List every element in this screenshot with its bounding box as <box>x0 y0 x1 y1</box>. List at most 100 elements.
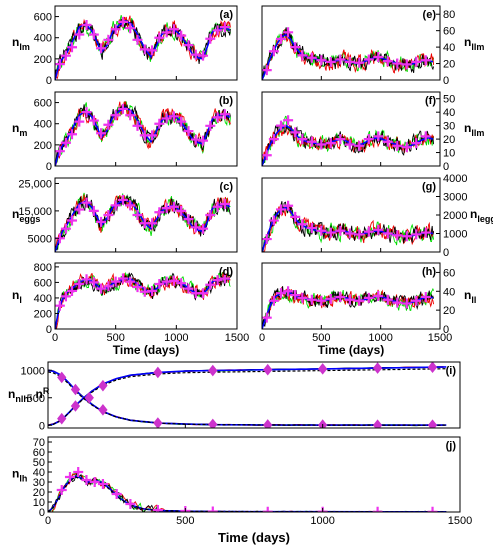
marker-ib-6 <box>263 363 273 376</box>
marker-h-2 <box>275 288 286 299</box>
xtick-label-d-1: 500 <box>106 332 124 344</box>
series-red-c <box>55 194 231 250</box>
marker-e-12 <box>363 54 374 65</box>
marker-e-16 <box>401 59 412 70</box>
marker-f-2 <box>275 120 286 131</box>
panel-g: 0 1000 2000 3000 4000 nleggs (g) <box>261 173 493 259</box>
ytick-label-a-0: 0 <box>46 75 52 87</box>
series-blue-i-0 <box>48 369 447 426</box>
marker-h-10 <box>344 294 355 305</box>
marker-h-9 <box>335 291 346 302</box>
marker-d-16 <box>168 275 179 286</box>
ytick-label-d-3: 600 <box>34 277 52 289</box>
marker-h-5 <box>297 292 308 303</box>
marker-f-16 <box>401 142 412 153</box>
plot-area-d <box>55 271 231 329</box>
series-dashed-i-1 <box>48 368 447 426</box>
xtick-label-d-3: 1500 <box>225 332 249 344</box>
marker-h-15 <box>392 297 403 308</box>
marker-e-3 <box>283 27 294 38</box>
marker-d-4 <box>81 274 92 285</box>
marker-h-4 <box>290 290 301 301</box>
plot-area-a <box>55 14 231 80</box>
marker-j-4 <box>89 477 100 487</box>
marker-d-7 <box>103 281 114 292</box>
marker-b-14 <box>154 118 165 129</box>
panel-label-f: (f) <box>425 95 436 107</box>
marker-a-3 <box>74 29 85 40</box>
marker-h-11 <box>354 295 365 306</box>
series-black-i-1 <box>48 366 444 427</box>
ytick-label-a-3: 600 <box>34 12 52 24</box>
panel-label-j: (j) <box>446 440 457 452</box>
marker-c-7 <box>103 210 114 220</box>
ytick-label-d-0: 0 <box>46 324 52 336</box>
xtick-label-h-0: 0 <box>259 332 265 344</box>
ytick-label-f-0: 0 <box>443 161 449 173</box>
marker-d-18 <box>183 283 194 294</box>
marker-a-14 <box>154 32 165 43</box>
ytick-label-g-4: 4000 <box>443 173 467 185</box>
xtick-label-j-3: 1500 <box>448 515 472 527</box>
marker-e-17 <box>411 56 422 67</box>
ytick-label-e-1: 20 <box>443 59 455 71</box>
marker-i-4 <box>153 417 163 428</box>
panel-label-e: (e) <box>423 9 437 21</box>
panel-h: 0 20 40 60 0 500 1000 1500 Time (days) nll (h) <box>259 262 476 357</box>
marker-e-8 <box>325 56 336 67</box>
marker-b-3 <box>74 116 85 127</box>
ylabel-a: nlm <box>12 35 30 52</box>
axes-frame-h <box>261 262 441 330</box>
marker-e-15 <box>392 58 403 69</box>
marker-c-13 <box>147 218 158 229</box>
marker-b-21 <box>205 120 216 131</box>
ytick-label-i-2: 1000 <box>21 365 45 377</box>
ytick-label-j-2: 20 <box>33 487 45 499</box>
ylabel-c: neggs <box>12 207 40 224</box>
panel-a: 0 200 400 600 nlm (a) <box>12 5 238 87</box>
ytick-label-h-3: 60 <box>443 267 455 279</box>
marker-f-13 <box>373 131 384 142</box>
panel-label-h: (h) <box>422 266 436 278</box>
ytick-label-j-1: 10 <box>33 497 45 509</box>
marker-h-18 <box>420 291 431 302</box>
ylabel-j: nlh <box>12 467 27 484</box>
series-red-i-1 <box>48 366 444 426</box>
marker-a-20 <box>198 50 209 61</box>
marker-b-23 <box>219 109 230 120</box>
ytick-label-j-7: 70 <box>33 437 45 449</box>
marker-ib-5 <box>208 364 218 377</box>
marker-e-10 <box>344 56 355 67</box>
marker-b-4 <box>81 107 92 118</box>
series-green-j <box>48 472 446 512</box>
xlabel-j: Time (days) <box>218 530 290 545</box>
marker-g-1 <box>268 215 279 226</box>
marker-c-21 <box>205 210 216 220</box>
xtick-label-d-2: 1000 <box>164 332 188 344</box>
marker-f-8 <box>325 138 336 149</box>
marker-d-10 <box>125 276 136 287</box>
marker-a-22 <box>212 25 223 36</box>
marker-h-14 <box>382 294 393 305</box>
marker-f-18 <box>420 131 431 142</box>
marker-d-2 <box>66 285 77 296</box>
marker-d-3 <box>74 278 85 289</box>
ytick-label-g-0: 0 <box>443 247 449 259</box>
marker-b-18 <box>183 126 194 137</box>
marker-f-6 <box>306 136 317 147</box>
ytick-label-f-3: 30 <box>443 121 455 133</box>
marker-g-11 <box>354 229 365 240</box>
marker-f-9 <box>335 134 346 145</box>
marker-c-2 <box>66 215 77 226</box>
marker-b-1 <box>60 137 71 148</box>
marker-ib-4 <box>153 366 163 379</box>
marker-b-0 <box>55 146 65 157</box>
marker-ib-1 <box>70 400 81 412</box>
marker-f-10 <box>344 139 355 150</box>
marker-d-23 <box>219 273 230 284</box>
marker-e-6 <box>306 52 317 63</box>
marker-ib-8 <box>372 362 383 374</box>
marker-i-0 <box>57 371 67 384</box>
